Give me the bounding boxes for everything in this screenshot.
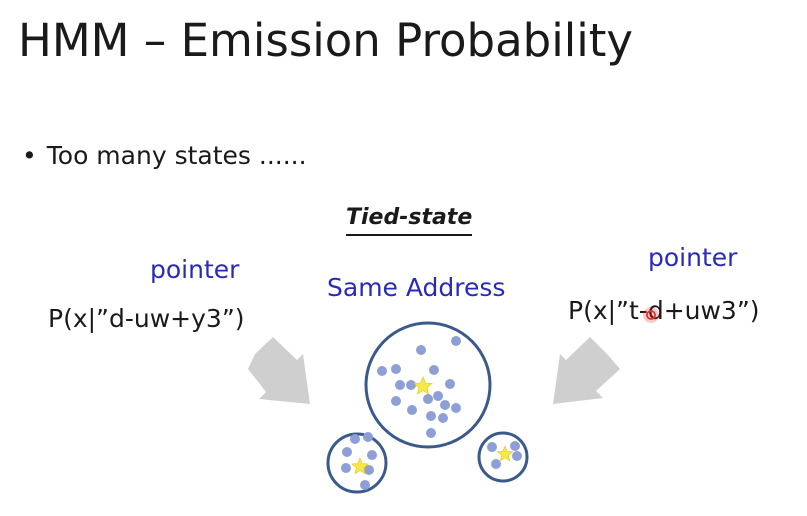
large-cluster-dots: [377, 336, 461, 438]
small-left-star-icon: [350, 457, 370, 475]
small-cluster-circle-right: [477, 431, 529, 483]
probability-left: P(x|”d-uw+y3”): [48, 304, 245, 333]
large-cluster-circle: [364, 321, 492, 449]
large-cluster-star-icon: [413, 376, 433, 395]
pointer-label-left: pointer: [150, 255, 240, 284]
laser-pointer-cursor-icon: [643, 307, 659, 323]
small-right-star-icon: [496, 445, 514, 462]
probability-right: P(x|”t-d+uw3”): [568, 296, 760, 325]
left-pointer-arrow: [248, 337, 310, 404]
bullet-text: Too many states ......: [46, 141, 307, 170]
small-cluster-circle-left: [326, 432, 388, 494]
pointer-label-right: pointer: [648, 243, 738, 272]
same-address-label: Same Address: [327, 273, 506, 302]
bullet-dot-icon: •: [22, 141, 37, 170]
small-right-cluster-dots: [487, 441, 522, 469]
bullet-item: • Too many states ......: [22, 141, 307, 170]
right-pointer-arrow: [553, 337, 620, 404]
slide-title: HMM – Emission Probability: [18, 14, 633, 67]
tied-state-heading: Tied-state: [346, 203, 473, 236]
small-left-cluster-dots: [341, 432, 377, 490]
